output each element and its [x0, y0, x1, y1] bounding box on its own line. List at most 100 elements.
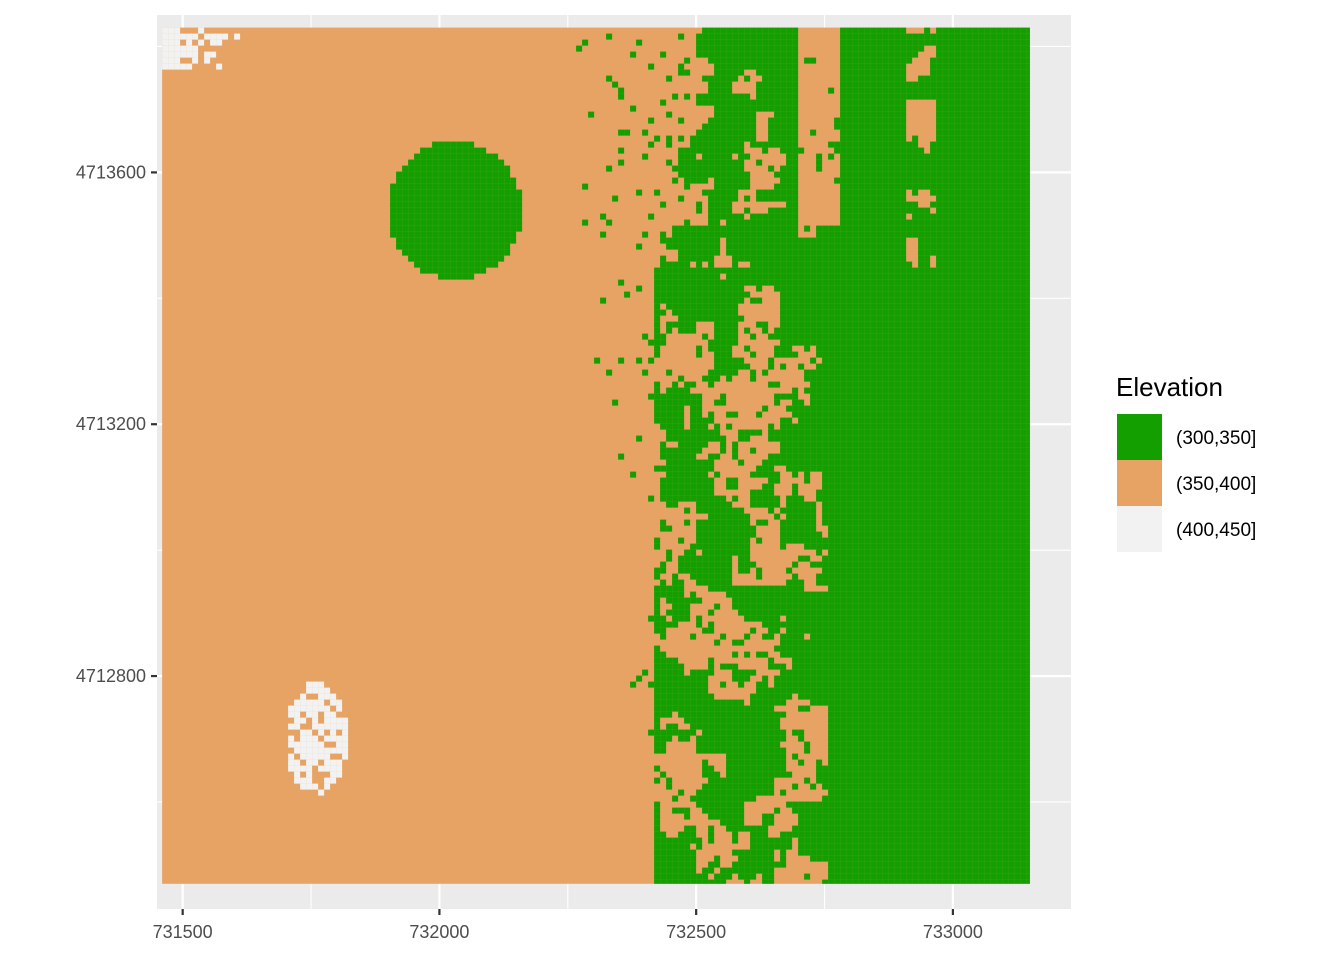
raster-cell	[846, 153, 853, 160]
raster-cell	[996, 237, 1003, 244]
raster-cell	[660, 51, 667, 58]
raster-cell	[930, 225, 937, 232]
raster-cell	[858, 219, 865, 226]
raster-cell	[966, 525, 973, 532]
raster-cell	[726, 213, 733, 220]
raster-cell	[1002, 381, 1009, 388]
raster-cell	[876, 363, 883, 370]
raster-cell	[780, 129, 787, 136]
raster-cell	[756, 429, 763, 436]
raster-cell	[954, 495, 961, 502]
raster-cell	[960, 285, 967, 292]
raster-cell	[696, 435, 703, 442]
raster-cell	[828, 423, 835, 430]
raster-cell	[1008, 141, 1015, 148]
raster-cell	[918, 507, 925, 514]
raster-cell	[792, 75, 799, 82]
raster-cell	[1026, 87, 1030, 94]
raster-cell	[834, 345, 841, 352]
raster-cell	[960, 471, 967, 478]
raster-cell	[990, 159, 997, 166]
raster-cell	[846, 327, 853, 334]
raster-cell	[702, 417, 709, 424]
raster-cell	[996, 555, 1003, 562]
raster-cell	[948, 447, 955, 454]
raster-cell	[840, 555, 847, 562]
raster-cell	[708, 315, 715, 322]
raster-cell	[792, 291, 799, 298]
raster-cell	[882, 339, 889, 346]
raster-cell	[486, 237, 493, 244]
raster-cell	[834, 411, 841, 418]
raster-cell	[966, 519, 973, 526]
raster-cell	[1026, 159, 1030, 166]
raster-cell	[930, 375, 937, 382]
raster-cell	[774, 27, 781, 34]
raster-cell	[738, 225, 745, 232]
raster-cell	[906, 273, 913, 280]
raster-cell	[972, 333, 979, 340]
raster-cell	[762, 57, 769, 64]
raster-cell	[690, 315, 697, 322]
raster-cell	[738, 33, 745, 40]
raster-cell	[792, 159, 799, 166]
raster-cell	[1002, 309, 1009, 316]
raster-cell	[942, 441, 949, 448]
raster-cell	[1002, 93, 1009, 100]
raster-cell	[798, 363, 805, 370]
raster-cell	[972, 309, 979, 316]
raster-cell	[1020, 177, 1027, 184]
raster-cell	[894, 537, 901, 544]
raster-cell	[828, 375, 835, 382]
raster-cell	[426, 153, 433, 160]
raster-cell	[936, 117, 943, 124]
raster-cell	[408, 249, 415, 256]
raster-cell	[756, 489, 763, 496]
raster-cell	[474, 165, 481, 172]
raster-cell	[846, 27, 853, 34]
raster-cell	[726, 33, 733, 40]
raster-cell	[672, 297, 679, 304]
raster-cell	[1008, 435, 1015, 442]
raster-cell	[876, 561, 883, 568]
raster-cell	[792, 501, 799, 508]
raster-cell	[426, 207, 433, 214]
raster-cell	[1020, 339, 1027, 346]
raster-cell	[846, 519, 853, 526]
raster-cell	[690, 441, 697, 448]
raster-cell	[960, 87, 967, 94]
raster-cell	[840, 153, 847, 160]
raster-cell	[744, 531, 751, 538]
raster-cell	[918, 285, 925, 292]
raster-cell	[852, 147, 859, 154]
raster-cell	[432, 237, 439, 244]
raster-cell	[756, 231, 763, 238]
raster-cell	[996, 279, 1003, 286]
raster-cell	[840, 357, 847, 364]
raster-cell	[930, 333, 937, 340]
raster-cell	[822, 561, 829, 568]
raster-cell	[912, 291, 919, 298]
raster-cell	[924, 387, 931, 394]
raster-cell	[978, 45, 985, 52]
raster-cell	[498, 201, 505, 208]
raster-cell	[906, 279, 913, 286]
raster-cell	[1020, 489, 1027, 496]
raster-cell	[600, 213, 607, 220]
raster-cell	[780, 297, 787, 304]
raster-cell	[708, 435, 715, 442]
raster-cell	[756, 471, 763, 478]
raster-cell	[714, 207, 721, 214]
raster-cell	[894, 483, 901, 490]
raster-cell	[1008, 135, 1015, 142]
raster-cell	[768, 255, 775, 262]
raster-cell	[744, 57, 751, 64]
raster-cell	[906, 453, 913, 460]
raster-cell	[936, 99, 943, 106]
raster-cell	[834, 483, 841, 490]
raster-cell	[954, 225, 961, 232]
raster-cell	[948, 351, 955, 358]
raster-cell	[852, 363, 859, 370]
raster-cell	[792, 195, 799, 202]
raster-cell	[732, 507, 739, 514]
